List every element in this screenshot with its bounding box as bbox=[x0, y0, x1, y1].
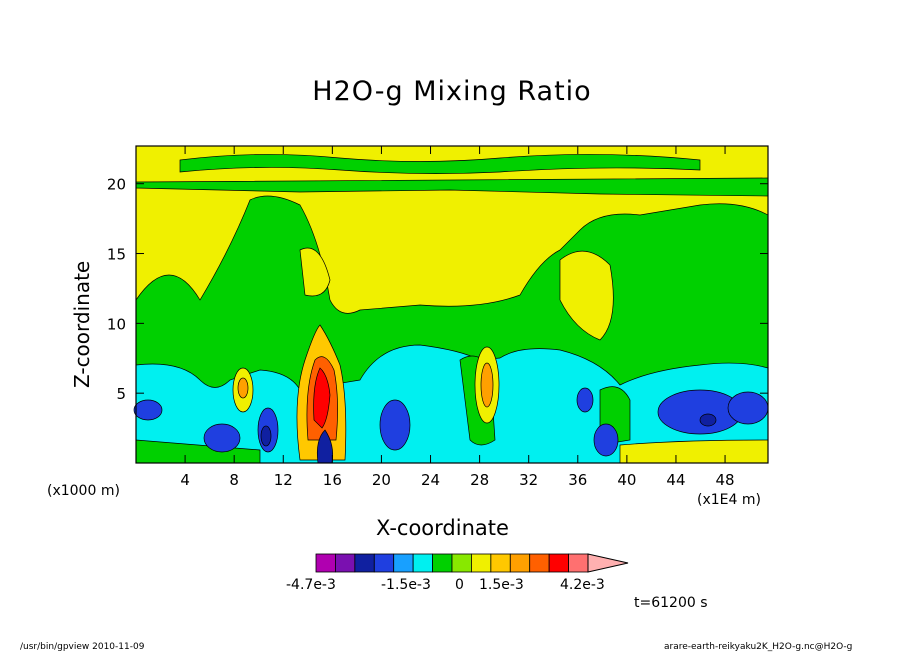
colorbar-swatch bbox=[548, 553, 569, 573]
blue-minimum-6 bbox=[593, 423, 619, 457]
colorbar-swatch bbox=[471, 553, 492, 573]
blue-minimum-5 bbox=[576, 387, 594, 413]
y-tick-label: 5 bbox=[116, 385, 126, 403]
colorbar-swatch bbox=[315, 553, 336, 573]
y-tick-label: 10 bbox=[107, 315, 126, 333]
colorbar-label-2: -1.5e-3 bbox=[381, 577, 431, 593]
upper-patch bbox=[179, 154, 701, 174]
x-tick-label: 20 bbox=[372, 471, 391, 489]
orange-bump-2 bbox=[480, 362, 494, 408]
x-tick-label: 8 bbox=[229, 471, 239, 489]
colorbar-swatch bbox=[432, 553, 453, 573]
colorbar-label-5: 4.2e-3 bbox=[560, 577, 605, 593]
colorbar-swatch bbox=[412, 553, 433, 573]
colorbar-swatch bbox=[354, 553, 375, 573]
yellow-intrusion bbox=[559, 250, 614, 341]
colorbar-swatch bbox=[568, 553, 589, 573]
blue-minimum-2 bbox=[203, 423, 241, 453]
blue-minimum-8 bbox=[727, 391, 769, 425]
x-unit-label-2: (x1E4 m) bbox=[697, 492, 761, 508]
colorbar-arrow bbox=[587, 553, 629, 573]
dark-minimum-3 bbox=[260, 425, 272, 447]
x-tick-label: 44 bbox=[666, 471, 685, 489]
y-tick-label: 20 bbox=[107, 176, 126, 194]
x-tick-label: 4 bbox=[180, 471, 190, 489]
colorbar-swatch bbox=[490, 553, 511, 573]
colorbar bbox=[315, 553, 629, 573]
x-tick-label: 24 bbox=[421, 471, 440, 489]
convective-core-inner bbox=[313, 367, 331, 429]
x-tick-label: 12 bbox=[274, 471, 293, 489]
x-tick-label: 16 bbox=[323, 471, 342, 489]
footer-right: arare-earth-reikyaku2K_H2O-g.nc@H2O-g bbox=[664, 642, 853, 652]
orange-bump-1 bbox=[237, 377, 249, 399]
plot-frame bbox=[135, 145, 769, 464]
x-tick-label: 28 bbox=[470, 471, 489, 489]
dark-minimum-7 bbox=[699, 413, 717, 427]
colorbar-swatch bbox=[451, 553, 472, 573]
colorbar-swatch bbox=[529, 553, 550, 573]
colorbar-swatch bbox=[335, 553, 356, 573]
yellow-intrusion-2 bbox=[299, 247, 331, 297]
y-ticks: 5 10 15 20 bbox=[107, 176, 768, 403]
x-unit-label: (x1000 m) bbox=[47, 483, 120, 499]
x-axis-label: X-coordinate bbox=[376, 516, 509, 540]
blue-minimum-4 bbox=[379, 399, 411, 451]
x-tick-label: 32 bbox=[519, 471, 538, 489]
x-tick-label: 48 bbox=[716, 471, 735, 489]
colorbar-swatch bbox=[509, 553, 531, 573]
blue-minimum-1 bbox=[133, 399, 163, 421]
y-axis-label: Z-coordinate bbox=[70, 260, 94, 388]
chart-title: H2O-g Mixing Ratio bbox=[312, 76, 592, 107]
x-tick-label: 36 bbox=[568, 471, 587, 489]
colorbar-label-1: -4.7e-3 bbox=[286, 577, 336, 593]
x-tick-label: 40 bbox=[617, 471, 636, 489]
time-label: t=61200 s bbox=[634, 595, 708, 611]
x-ticks: 4 8 12 16 20 24 28 32 36 40 44 48 bbox=[180, 146, 735, 489]
y-tick-label: 15 bbox=[107, 246, 126, 264]
colorbar-swatch bbox=[373, 553, 395, 573]
colorbar-swatch bbox=[393, 553, 414, 573]
surface-yellow bbox=[619, 439, 769, 464]
colorbar-label-4: 1.5e-3 bbox=[479, 577, 524, 593]
colorbar-label-3: 0 bbox=[455, 577, 464, 593]
plot-area bbox=[133, 145, 769, 464]
footer-left: /usr/bin/gpview 2010-11-09 bbox=[20, 642, 145, 652]
